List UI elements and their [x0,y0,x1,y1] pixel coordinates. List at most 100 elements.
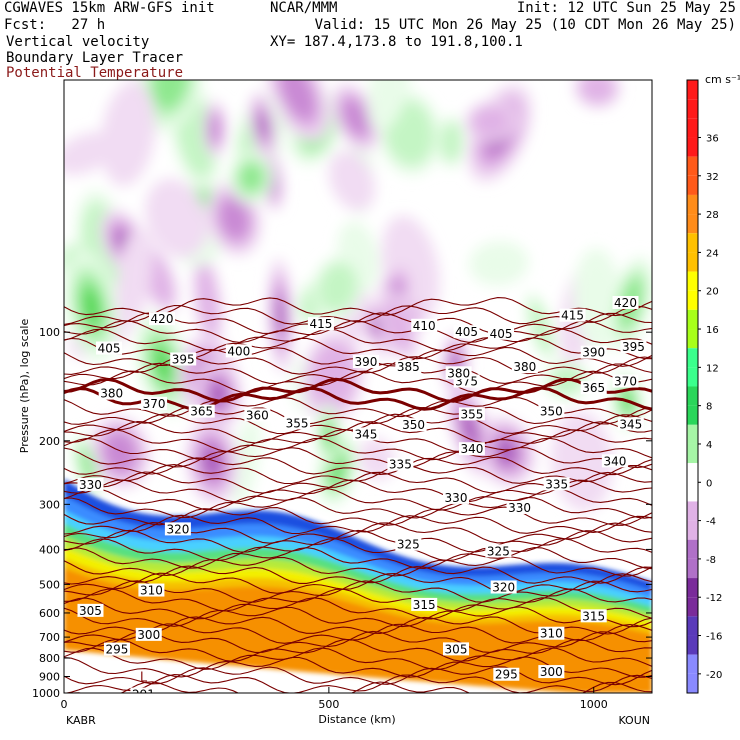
theta-label: 365 [190,405,213,419]
init-time: Init: 12 UTC Sun 25 May 25 [516,0,736,16]
low-center-symbol: L [140,671,148,686]
y-tick-label: 300 [39,498,60,511]
theta-label: 305 [79,604,102,618]
theta-label: 390 [354,355,377,369]
field-boundary-layer-tracer: Boundary Layer Tracer [6,50,184,66]
theta-contour-line [64,377,652,403]
colorbar-swatch [687,194,698,215]
theta-contour-line [64,406,652,425]
colorbar-swatch [687,443,698,464]
colorbar-swatch [687,386,698,406]
theta-label-bg [443,642,469,656]
colorbar-label: 16 [706,325,719,336]
downdraft-cell [280,80,316,121]
theta-label: 340 [460,442,483,456]
theta-contour-line [64,328,652,352]
theta-contour-line [64,647,652,671]
x-axis-label: Distance (km) [318,713,395,726]
theta-label-bg [149,312,175,326]
downdraft-cell [64,132,116,175]
cross-section-endpoints: XY= 187.4,173.8 to 191.8,100.1 [270,34,523,50]
colorbar-label: 24 [706,248,719,259]
downdraft-cell [103,431,137,473]
y-tick-label: 600 [39,607,60,620]
colorbar-label: 12 [706,363,719,374]
theta-label-bg [96,341,123,355]
theta-label: 380 [447,366,470,380]
downdraft-cell [114,232,139,346]
theta-label: 420 [151,312,174,326]
colorbar-swatch [687,539,698,559]
theta-contour-line [64,337,652,360]
theta-contour-line [64,597,652,620]
theta-label: 295 [106,643,129,657]
theta-label-bg [453,325,480,339]
theta-label-bg [443,490,469,504]
colorbar-swatch [687,616,698,636]
theta-contour-line [64,456,652,476]
theta-label-bg [138,583,165,597]
theta-label: 335 [389,458,412,472]
theta-label-bg [352,355,379,369]
theta-label: 330 [508,501,531,515]
colorbar-swatch [687,99,698,119]
theta-label: 365 [582,381,605,395]
updraft-cell [367,80,411,132]
theta-label-bg [493,667,520,681]
colorbar-swatch [687,635,698,655]
left-endpoint-label: KABR [66,714,96,727]
theta-label: 300 [137,628,160,642]
colorbar-frame [686,79,699,694]
colorbar-swatch [687,348,698,368]
updraft-cell [238,162,264,193]
theta-contour-line [64,529,652,553]
theta-label-bg [506,500,533,514]
theta-label-bg [538,665,565,679]
theta-contour-line [64,514,652,535]
theta-label-bg [141,396,168,410]
colorbar-swatch [687,520,698,540]
downdraft-cell [208,113,222,145]
theta-label: 420 [614,296,637,310]
updraft-cell [440,121,463,163]
theta-label-bg [445,366,472,380]
theta-contour-line [64,606,652,628]
colorbar-swatch [687,597,698,617]
theta-contour-line [64,446,652,469]
theta-label: 305 [445,642,468,656]
right-endpoint-label: KOUN [618,714,650,727]
theta-contour-line [64,522,652,544]
theta-label: 291 [132,688,155,702]
colorbar-swatch [687,463,698,483]
field-vertical-velocity: Vertical velocity [6,34,150,50]
colorbar-swatch [687,156,698,176]
downdraft-cell [196,262,220,338]
theta-contour-line [64,638,652,662]
colorbar-swatch [687,118,698,138]
colorbar-label: 0 [706,478,712,489]
colorbar-swatch [687,214,698,234]
theta-label: 405 [490,327,513,341]
theta-label-bg [400,418,427,432]
theta-label-bg [395,360,422,374]
theta-label: 315 [413,598,436,612]
theta-label-bg [225,344,252,358]
theta-label: 315 [582,609,605,623]
theta-contour-line [64,588,652,612]
colorbar-label: -16 [706,632,722,643]
model-title: CGWAVES 15km ARW-GFS init [4,0,215,16]
theta-label-bg [559,308,586,322]
colorbar-swatch [687,271,698,291]
theta-label-bg [538,626,565,640]
colorbar-label: 20 [706,287,719,298]
theta-contour-line [64,496,652,519]
colorbar-label: -12 [706,593,722,604]
field-potential-temperature: Potential Temperature [6,65,184,81]
theta-label-bg [617,417,644,431]
theta-contour-line [64,674,652,693]
theta-label-bg [511,360,538,374]
theta-label: 350 [402,418,425,432]
theta-contour-line [64,320,652,344]
theta-label-bg [488,326,515,340]
